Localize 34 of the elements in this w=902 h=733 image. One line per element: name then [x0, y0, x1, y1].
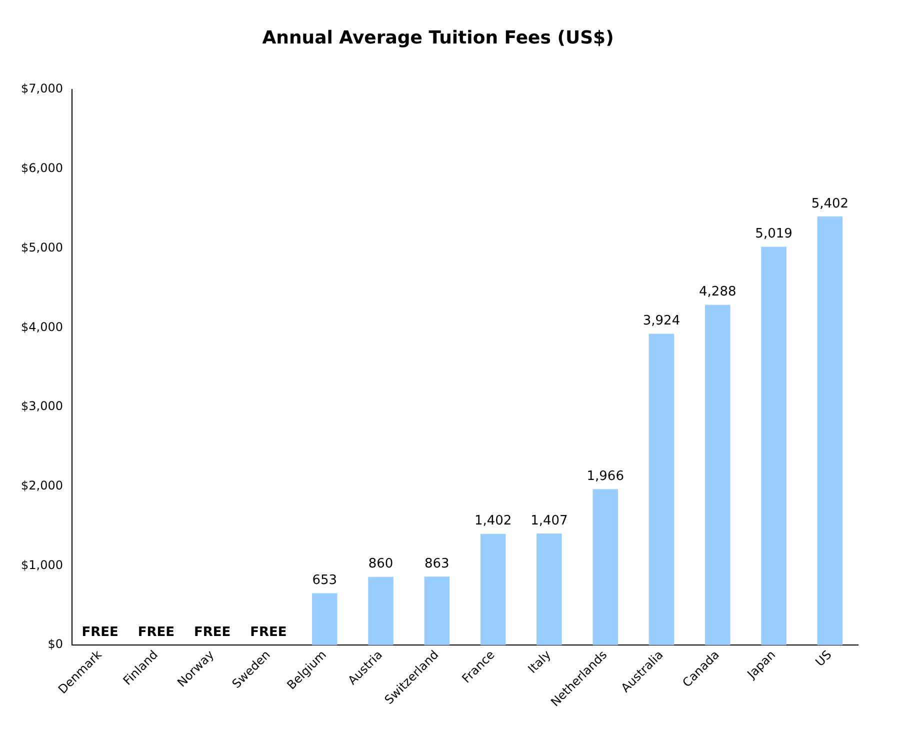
data-label: 1,407	[530, 513, 568, 528]
bar	[536, 533, 562, 646]
data-label: 4,288	[699, 284, 736, 300]
bar	[817, 216, 843, 646]
data-label: 653	[312, 573, 338, 588]
y-tick-label: $6,000	[20, 161, 63, 176]
bar	[424, 576, 450, 646]
y-tick-label: $0	[48, 637, 63, 652]
data-label: 5,402	[811, 196, 849, 212]
y-tick-label: $7,000	[20, 82, 63, 96]
x-tick-label: US	[812, 648, 834, 670]
bar	[368, 576, 394, 646]
data-label: 5,019	[755, 226, 792, 242]
data-label: 1,966	[586, 468, 624, 484]
data-label: 863	[424, 556, 450, 572]
y-tick-label: $3,000	[20, 399, 63, 414]
data-label: FREE	[250, 624, 287, 640]
y-tick-label: $2,000	[20, 478, 63, 493]
bar	[592, 489, 618, 646]
bar	[705, 304, 730, 646]
bar	[761, 246, 786, 646]
bar	[312, 593, 338, 646]
data-label: 3,924	[642, 314, 680, 329]
data-label: 1,402	[474, 514, 512, 529]
chart-title: Annual Average Tuition Fees (US$)	[262, 27, 614, 48]
data-label: FREE	[194, 624, 231, 640]
y-tick-label: $5,000	[20, 240, 63, 254]
bar	[648, 334, 674, 646]
y-tick-label: $4,000	[20, 320, 63, 334]
data-label: FREE	[82, 624, 118, 640]
data-label: 860	[368, 556, 394, 572]
bar	[480, 534, 506, 646]
y-tick-label: $1,000	[20, 558, 63, 572]
data-label: FREE	[138, 624, 175, 640]
